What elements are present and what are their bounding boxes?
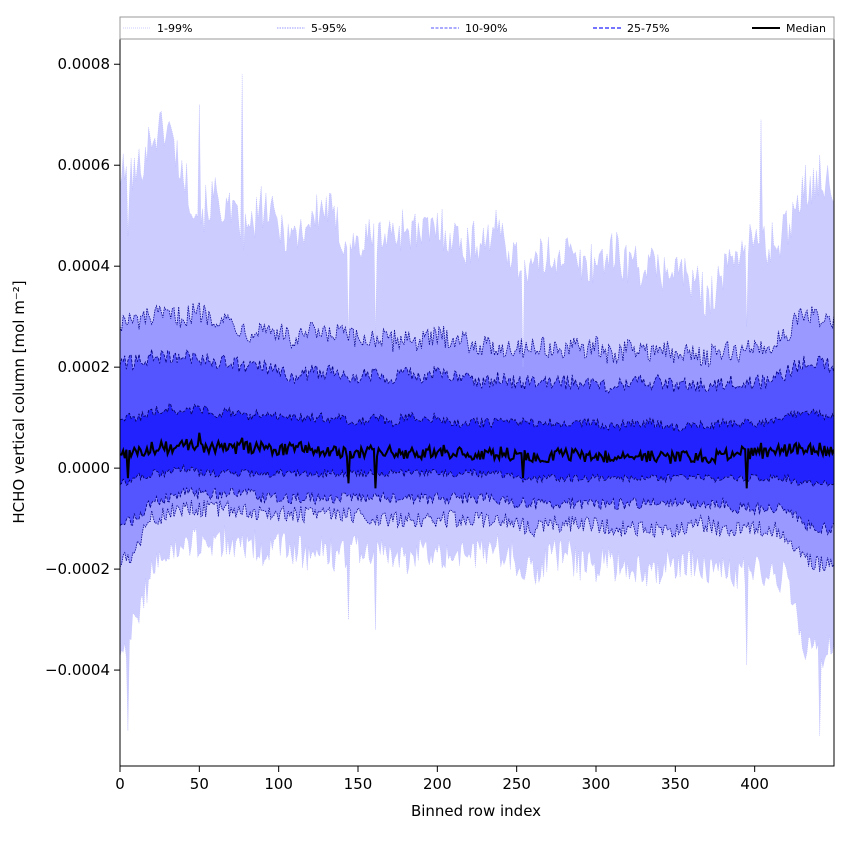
band-1-99-upper-line: [120, 74, 834, 368]
legend-label: 25-75%: [627, 22, 669, 35]
y-tick-label: 0.0006: [58, 156, 111, 174]
x-axis: 0 50 100 150 200 250 300 350 400: [115, 766, 769, 793]
x-tick-label: 350: [661, 775, 690, 793]
percentile-lines: [120, 74, 834, 736]
legend-label: 10-90%: [465, 22, 507, 35]
y-tick-label: 0.0008: [58, 55, 111, 73]
x-tick-label: 0: [115, 775, 125, 793]
y-tick-label: 0.0000: [58, 459, 111, 477]
y-tick-label: 0.0004: [58, 257, 111, 275]
x-tick-label: 250: [502, 775, 531, 793]
band-25-75-lower-line: [120, 464, 834, 488]
x-tick-label: 150: [344, 775, 373, 793]
y-axis: −0.0004 −0.0002 0.0000 0.0002 0.0004 0.0006 0.…: [45, 55, 120, 679]
legend-label: 5-95%: [311, 22, 346, 35]
x-tick-label: 400: [740, 775, 769, 793]
legend-label: 1-99%: [157, 22, 192, 35]
x-tick-label: 200: [423, 775, 452, 793]
y-axis-label: HCHO vertical column [mol m⁻²]: [10, 280, 28, 523]
percentile-bands: [120, 74, 834, 736]
band-10-90-upper-line: [120, 349, 834, 394]
band-25-75-upper-line: [120, 402, 834, 433]
legend: 1-99% 5-95% 10-90% 25-75% Median: [119, 16, 835, 40]
legend-label: Median: [786, 22, 826, 35]
band-1-99-lower-line: [120, 525, 834, 736]
band-5-95-upper-line: [120, 302, 834, 368]
x-tick-label: 300: [582, 775, 611, 793]
band-10-90-lower-line: [120, 486, 834, 536]
x-tick-label: 100: [264, 775, 293, 793]
x-axis-label: Binned row index: [411, 802, 541, 820]
y-tick-label: −0.0004: [45, 661, 110, 679]
band-25-75-area: [120, 403, 834, 487]
x-tick-label: 50: [190, 775, 209, 793]
y-tick-label: −0.0002: [45, 560, 110, 578]
band-5-95-lower-line: [120, 500, 834, 572]
y-tick-label: 0.0002: [58, 358, 111, 376]
legend-box: [119, 16, 835, 40]
median-line: [120, 432, 834, 489]
